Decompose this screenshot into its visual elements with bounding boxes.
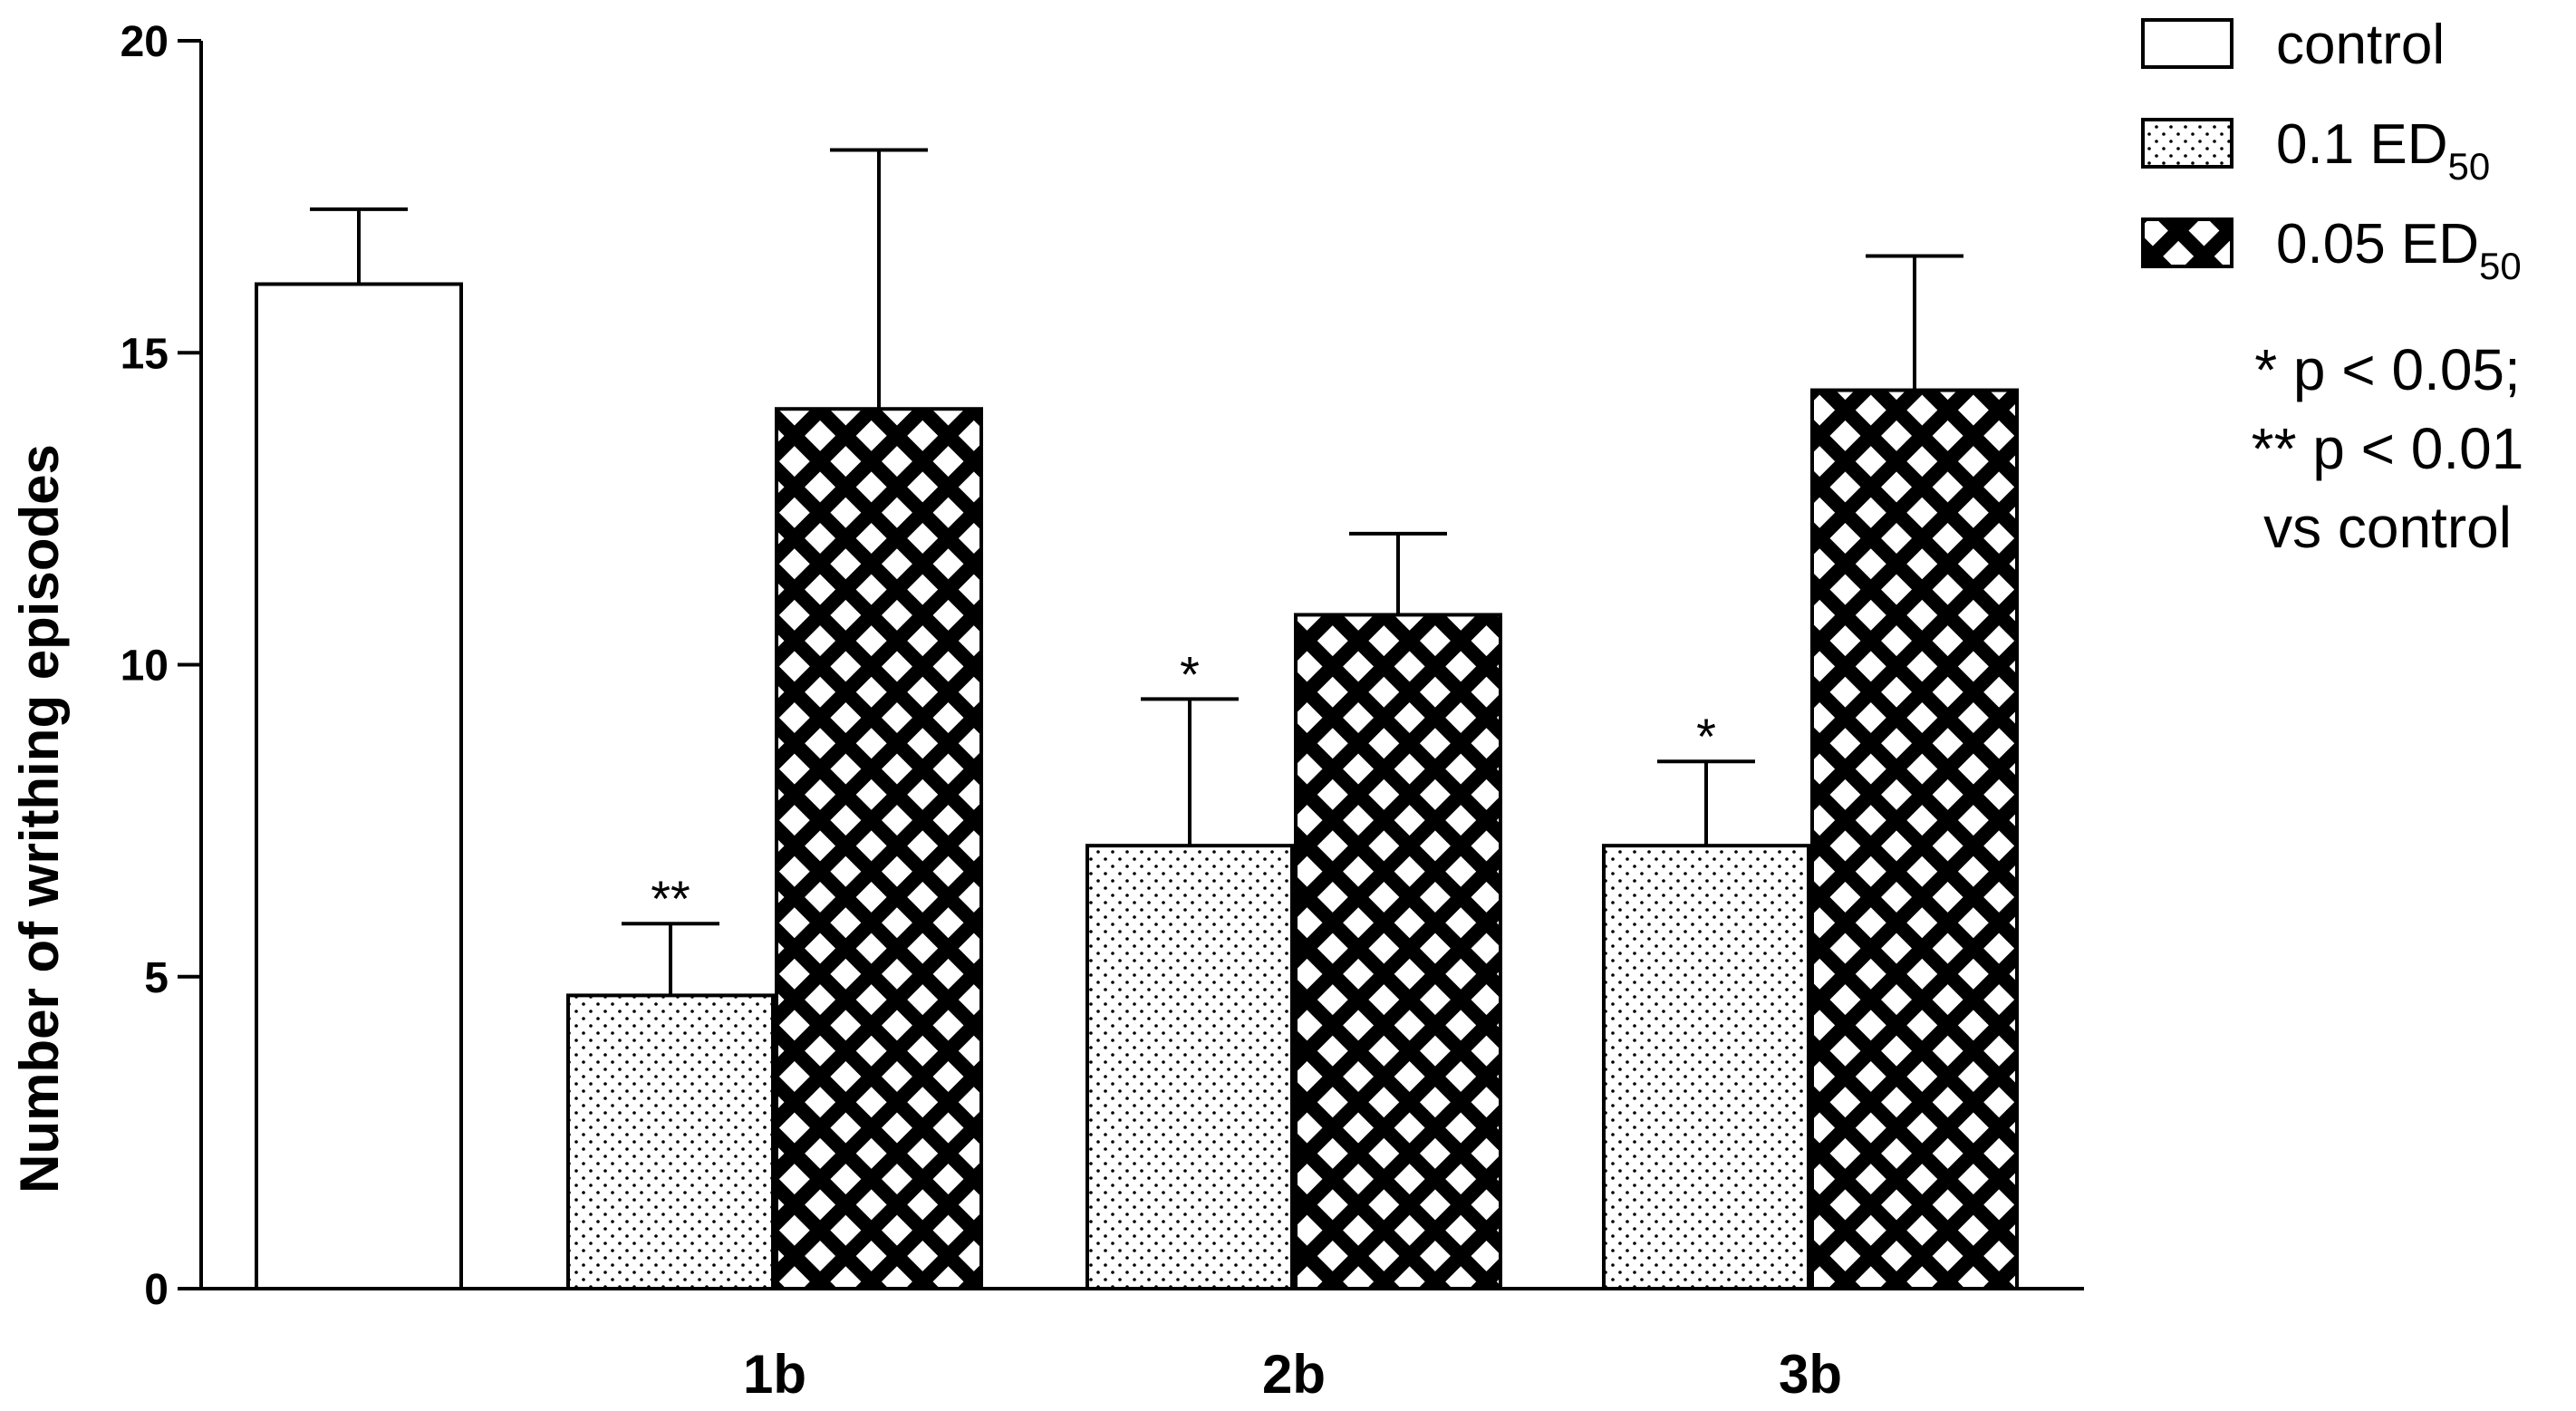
note-line: * p < 0.05; xyxy=(2254,337,2521,402)
y-axis-title: Number of writhing episodes xyxy=(9,444,70,1194)
y-tick-label: 20 xyxy=(121,18,169,66)
bar xyxy=(1085,844,1294,1290)
bar xyxy=(1810,388,2019,1290)
legend-swatch xyxy=(2141,118,2233,169)
significance-mark: ** xyxy=(651,870,690,927)
legend-label-subscript: 50 xyxy=(2479,245,2522,287)
y-tick-label: 15 xyxy=(121,330,169,378)
labels: 1b 2b 3b xyxy=(743,1344,1842,1405)
bar xyxy=(255,282,463,1290)
significance-note: * p < 0.05; ** p < 0.01 vs control xyxy=(2252,337,2524,560)
legend-label: control xyxy=(2276,14,2445,76)
bar xyxy=(566,993,775,1291)
x-category-label: 3b xyxy=(1779,1344,1842,1405)
y-tick-label: 0 xyxy=(144,1266,169,1314)
y-tick-label: 5 xyxy=(144,954,169,1002)
note-line: vs control xyxy=(2263,495,2512,560)
legend-label: 0.05 ED50 xyxy=(2276,213,2522,287)
x-category-label: 2b xyxy=(1262,1344,1326,1405)
significance-mark: * xyxy=(1180,645,1200,702)
legend-label-subscript: 50 xyxy=(2448,145,2491,188)
y-tick-label: 10 xyxy=(121,643,169,691)
bars: **** xyxy=(255,148,2019,1291)
legend-swatch xyxy=(2141,217,2233,268)
bar xyxy=(775,407,983,1290)
x-category-label: 1b xyxy=(743,1344,806,1405)
axes: 0 5 10 15 20 Number of writhing episodes xyxy=(9,18,2084,1314)
bar xyxy=(1294,613,1502,1290)
legend-swatch xyxy=(2141,18,2233,69)
significance-mark: * xyxy=(1696,708,1716,765)
legend: control 0.1 ED50 0.05 ED50 xyxy=(2141,14,2522,287)
note-line: ** p < 0.01 xyxy=(2252,416,2524,481)
bar xyxy=(1602,844,1810,1290)
legend-label: 0.1 ED50 xyxy=(2276,113,2490,188)
